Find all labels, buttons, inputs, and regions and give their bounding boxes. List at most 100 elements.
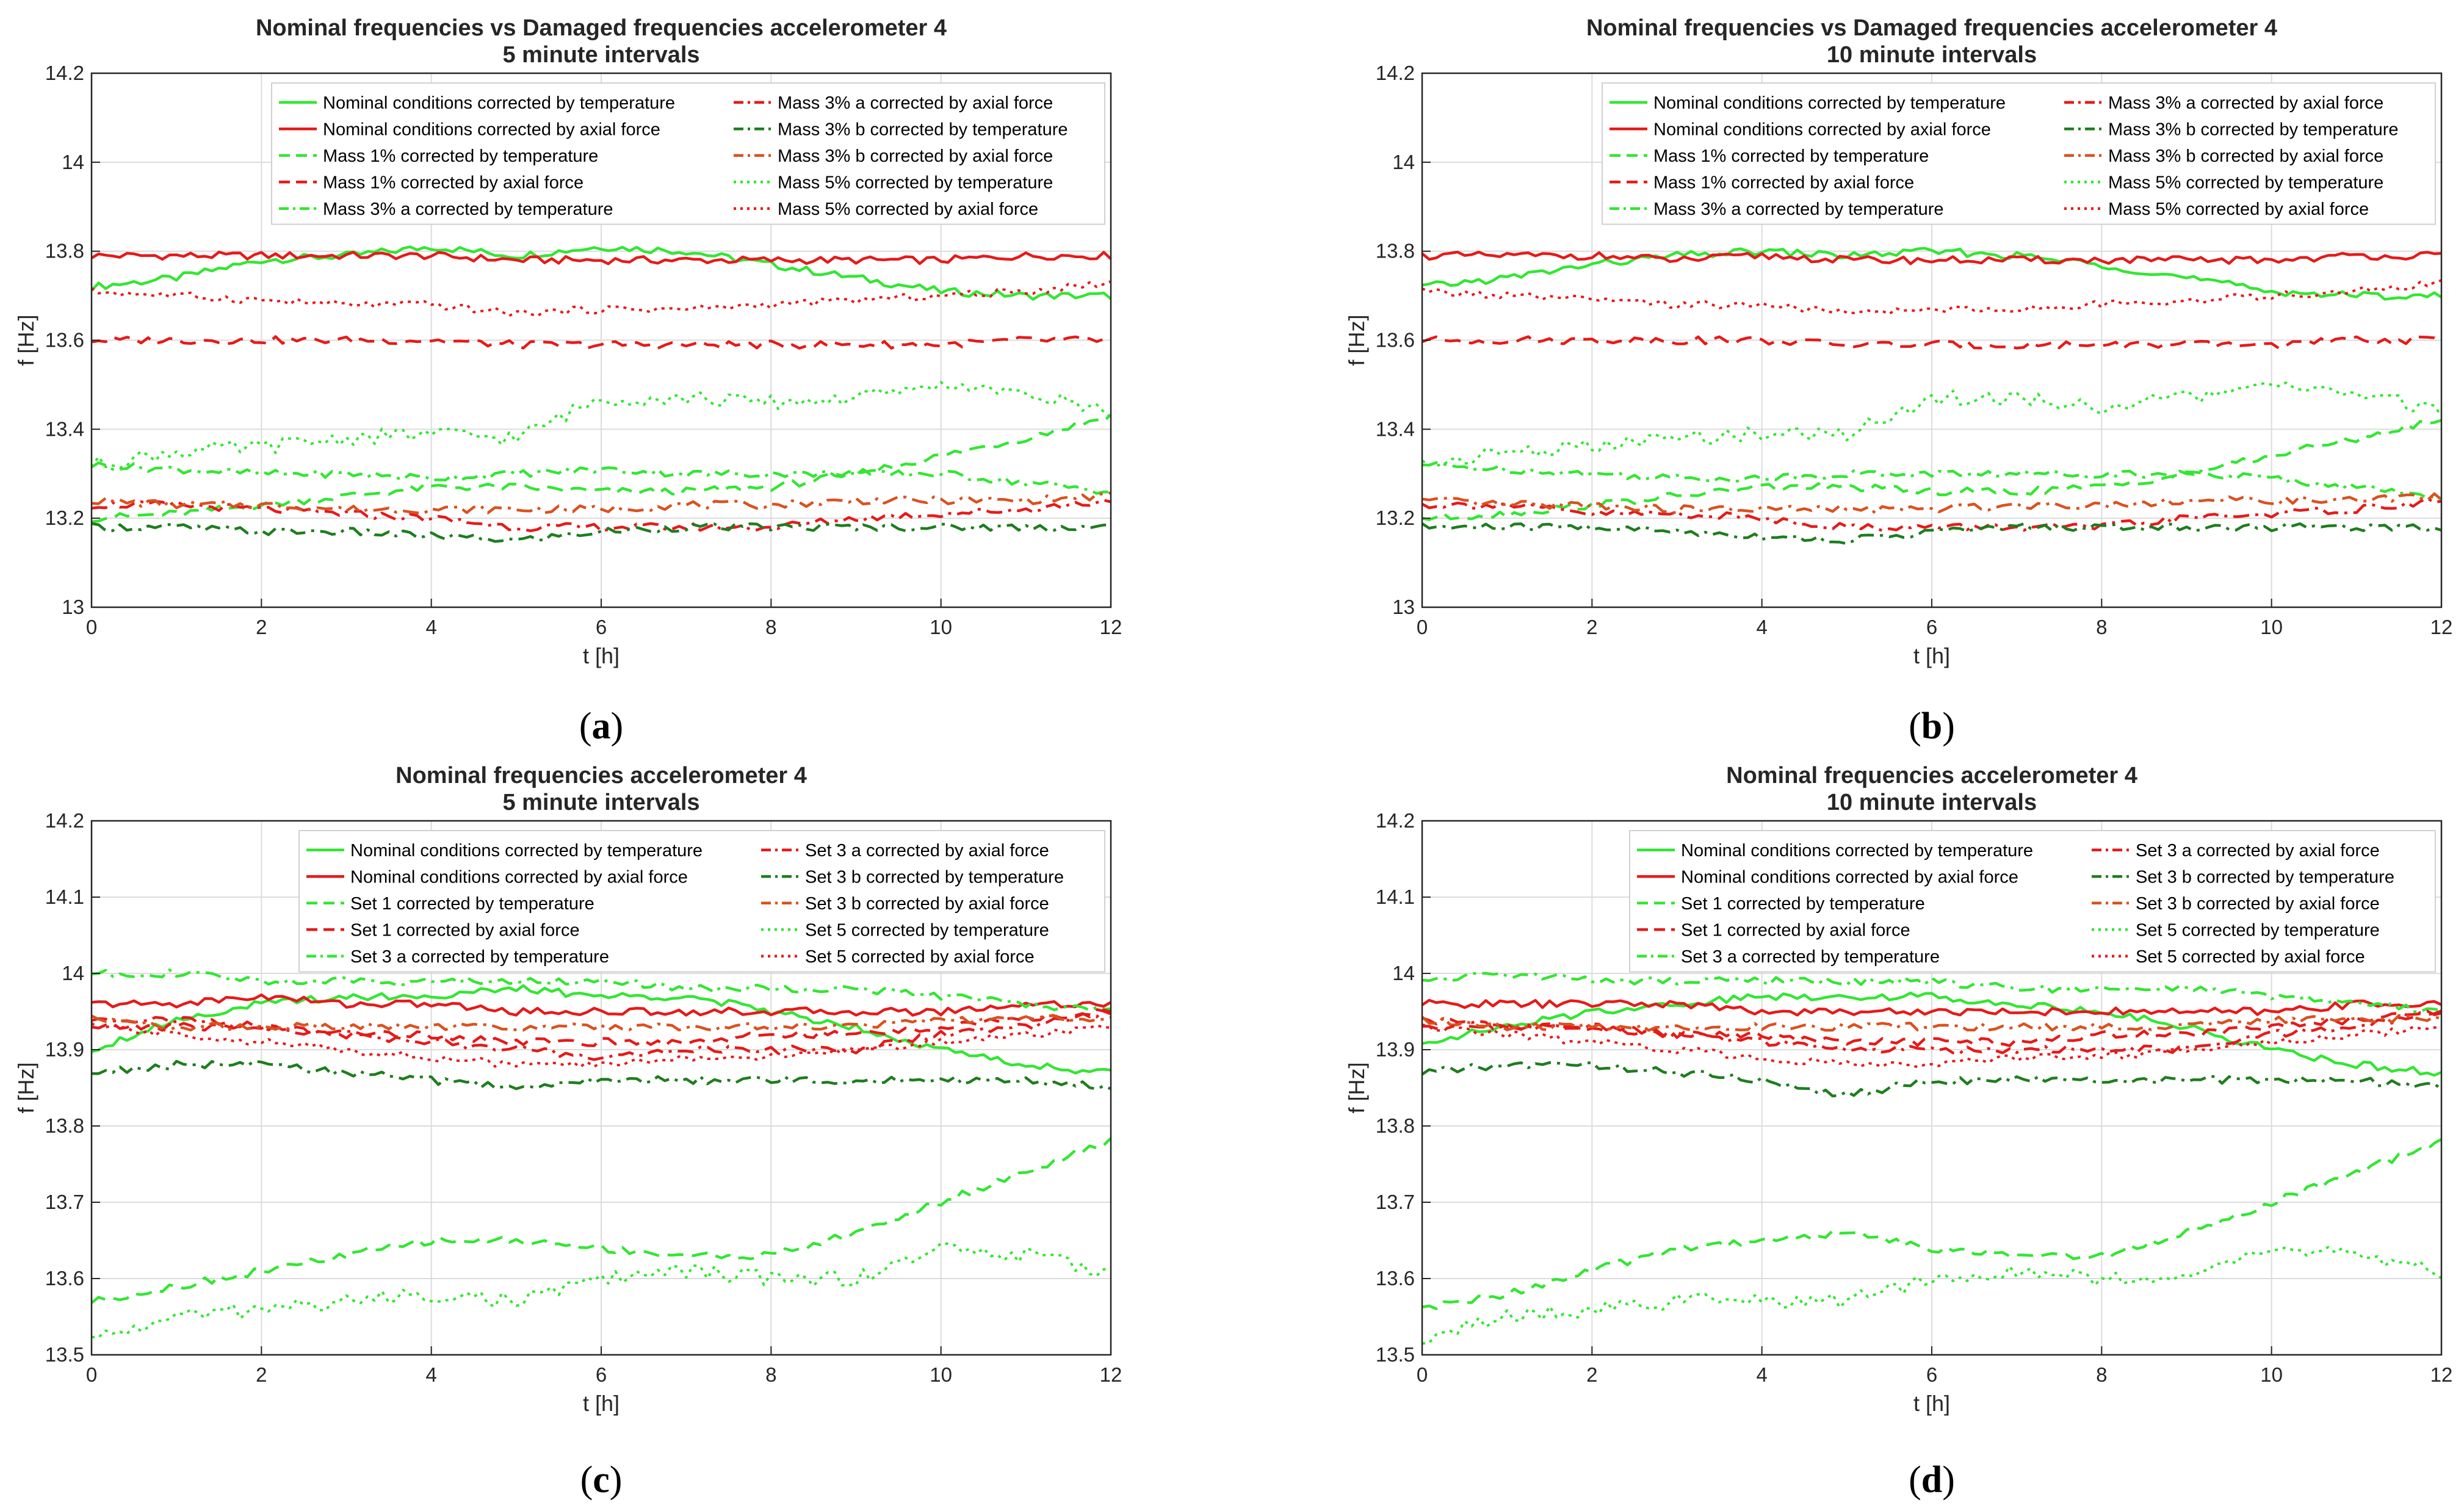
y-tick-label: 13.7 xyxy=(45,1191,84,1213)
panel-label: (a) xyxy=(579,705,623,747)
y-tick-label: 13.2 xyxy=(45,507,84,529)
y-axis-label: f [Hz] xyxy=(1344,314,1369,366)
series-line-3 xyxy=(91,413,1112,524)
series-line-1 xyxy=(91,984,1111,1075)
series-line-8 xyxy=(91,491,1111,514)
x-tick-label: 6 xyxy=(1926,616,1937,638)
series-line-5 xyxy=(1422,972,2442,1014)
x-tick-label: 6 xyxy=(1926,1363,1937,1386)
y-tick-label: 13.5 xyxy=(45,1343,84,1366)
legend-label: Mass 3% a corrected by temperature xyxy=(323,200,613,219)
y-tick-label: 14 xyxy=(62,962,84,984)
series-line-10 xyxy=(1422,279,2442,316)
y-axis-label: f [Hz] xyxy=(13,1062,38,1113)
legend-box xyxy=(1629,830,2436,973)
legend-label: Set 3 b corrected by axial force xyxy=(2136,894,2380,914)
series-line-1 xyxy=(90,245,1112,301)
x-axis-label: t [h] xyxy=(1913,643,1950,668)
series-group xyxy=(90,968,1112,1339)
x-tick-label: 10 xyxy=(2260,616,2283,638)
series-line-6 xyxy=(1421,497,2442,532)
legend-label: Nominal conditions corrected by temperat… xyxy=(1681,841,2033,860)
chart-subtitle: 5 minute intervals xyxy=(502,42,699,68)
series-line-4 xyxy=(91,335,1111,350)
legend-label: Set 3 a corrected by axial force xyxy=(805,841,1049,860)
series-line-3 xyxy=(1422,1138,2443,1310)
chart-subtitle: 10 minute intervals xyxy=(1827,790,2037,815)
y-tick-label: 14.2 xyxy=(45,809,84,832)
legend: Nominal conditions corrected by temperat… xyxy=(1629,830,2436,973)
legend-label: Set 5 corrected by axial force xyxy=(2136,947,2365,967)
series-line-7 xyxy=(1421,522,2442,546)
legend-label: Mass 5% corrected by axial force xyxy=(2108,200,2369,219)
series-line-7 xyxy=(1421,1061,2443,1098)
legend-label: Mass 5% corrected by temperature xyxy=(778,173,1053,192)
series-line-10 xyxy=(1422,1023,2442,1069)
x-tick-label: 2 xyxy=(256,1363,267,1386)
x-tick-label: 8 xyxy=(765,616,776,638)
series-line-2 xyxy=(1421,998,2442,1017)
x-tick-label: 12 xyxy=(1100,1363,1122,1386)
y-tick-label: 13.6 xyxy=(1376,329,1415,352)
legend-label: Set 1 corrected by temperature xyxy=(350,894,594,914)
series-line-6 xyxy=(91,499,1111,533)
x-tick-label: 10 xyxy=(930,1363,952,1386)
legend-box xyxy=(298,830,1105,973)
y-tick-label: 13.6 xyxy=(1376,1267,1415,1290)
y-tick-label: 13 xyxy=(62,596,84,618)
panel-label: (b) xyxy=(1909,705,1955,747)
legend-label: Set 1 corrected by axial force xyxy=(1681,920,1910,940)
y-tick-label: 13.8 xyxy=(1376,240,1415,262)
x-axis-label: t [h] xyxy=(583,643,620,668)
series-group xyxy=(1421,972,2443,1345)
legend-label: Mass 1% corrected by temperature xyxy=(1653,146,1929,166)
x-tick-label: 8 xyxy=(2096,1363,2107,1386)
y-tick-label: 13.6 xyxy=(45,329,84,352)
legend-label: Nominal conditions corrected by axial fo… xyxy=(1653,120,1991,139)
legend-label: Set 3 a corrected by axial force xyxy=(2136,841,2380,860)
x-tick-label: 12 xyxy=(2430,1363,2453,1386)
series-line-8 xyxy=(91,1014,1111,1032)
legend-label: Nominal conditions corrected by temperat… xyxy=(1653,93,2006,113)
series-line-4 xyxy=(91,1008,1111,1047)
chart-panel-b: 13 13.2 13.4 13.6 13.8 14 14.2 0 2 4 6 8 10 12 t [h] f … xyxy=(1344,15,2452,747)
x-tick-label: 4 xyxy=(425,1363,436,1386)
series-line-8 xyxy=(1422,492,2443,514)
legend-label: Mass 1% corrected by axial force xyxy=(1653,173,1914,192)
series-line-5 xyxy=(1422,461,2442,500)
chart-title: Nominal frequencies accelerometer 4 xyxy=(1726,763,2137,788)
legend-label: Set 1 corrected by axial force xyxy=(350,920,580,940)
series-line-9 xyxy=(1422,381,2443,467)
legend-label: Nominal conditions corrected by axial fo… xyxy=(323,120,660,139)
x-axis-label: t [h] xyxy=(1913,1391,1950,1416)
legend: Nominal conditions corrected by temperat… xyxy=(298,830,1105,973)
x-tick-label: 12 xyxy=(1100,616,1122,638)
legend-label: Mass 1% corrected by temperature xyxy=(323,146,598,166)
y-tick-label: 13.9 xyxy=(1376,1038,1415,1061)
x-axis-label: t [h] xyxy=(583,1391,620,1416)
series-line-1 xyxy=(1422,991,2442,1077)
legend-label: Mass 3% a corrected by axial force xyxy=(778,93,1053,113)
x-tick-label: 4 xyxy=(1756,1363,1767,1386)
chart-subtitle: 10 minute intervals xyxy=(1827,42,2037,68)
legend-label: Mass 3% a corrected by temperature xyxy=(1653,200,1943,219)
legend: Nominal conditions corrected by temperat… xyxy=(271,82,1105,225)
panel-label: (d) xyxy=(1909,1459,1955,1501)
chart-panel-a: 13 13.2 13.4 13.6 13.8 14 14.2 0 2 4 6 8 10 12 t [h] f … xyxy=(13,15,1122,747)
legend-label: Set 1 corrected by temperature xyxy=(1681,894,1925,914)
chart-subtitle: 5 minute intervals xyxy=(502,790,699,815)
series-line-2 xyxy=(1421,250,2442,265)
legend-label: Set 5 corrected by temperature xyxy=(805,920,1049,940)
legend-label: Mass 5% corrected by axial force xyxy=(778,200,1038,219)
series-line-5 xyxy=(91,968,1111,1012)
x-tick-label: 0 xyxy=(1417,1363,1428,1386)
y-tick-label: 14.1 xyxy=(1376,886,1415,908)
legend-label: Mass 3% a corrected by axial force xyxy=(2108,93,2383,113)
legend-label: Nominal conditions corrected by axial fo… xyxy=(1681,867,2018,887)
legend-label: Mass 1% corrected by axial force xyxy=(323,173,583,192)
y-axis-label: f [Hz] xyxy=(1344,1062,1369,1113)
legend-label: Mass 3% b corrected by axial force xyxy=(778,146,1053,166)
chart-title: Nominal frequencies accelerometer 4 xyxy=(396,763,807,788)
y-tick-label: 13.4 xyxy=(1376,417,1415,440)
legend-label: Nominal conditions corrected by temperat… xyxy=(323,93,675,113)
